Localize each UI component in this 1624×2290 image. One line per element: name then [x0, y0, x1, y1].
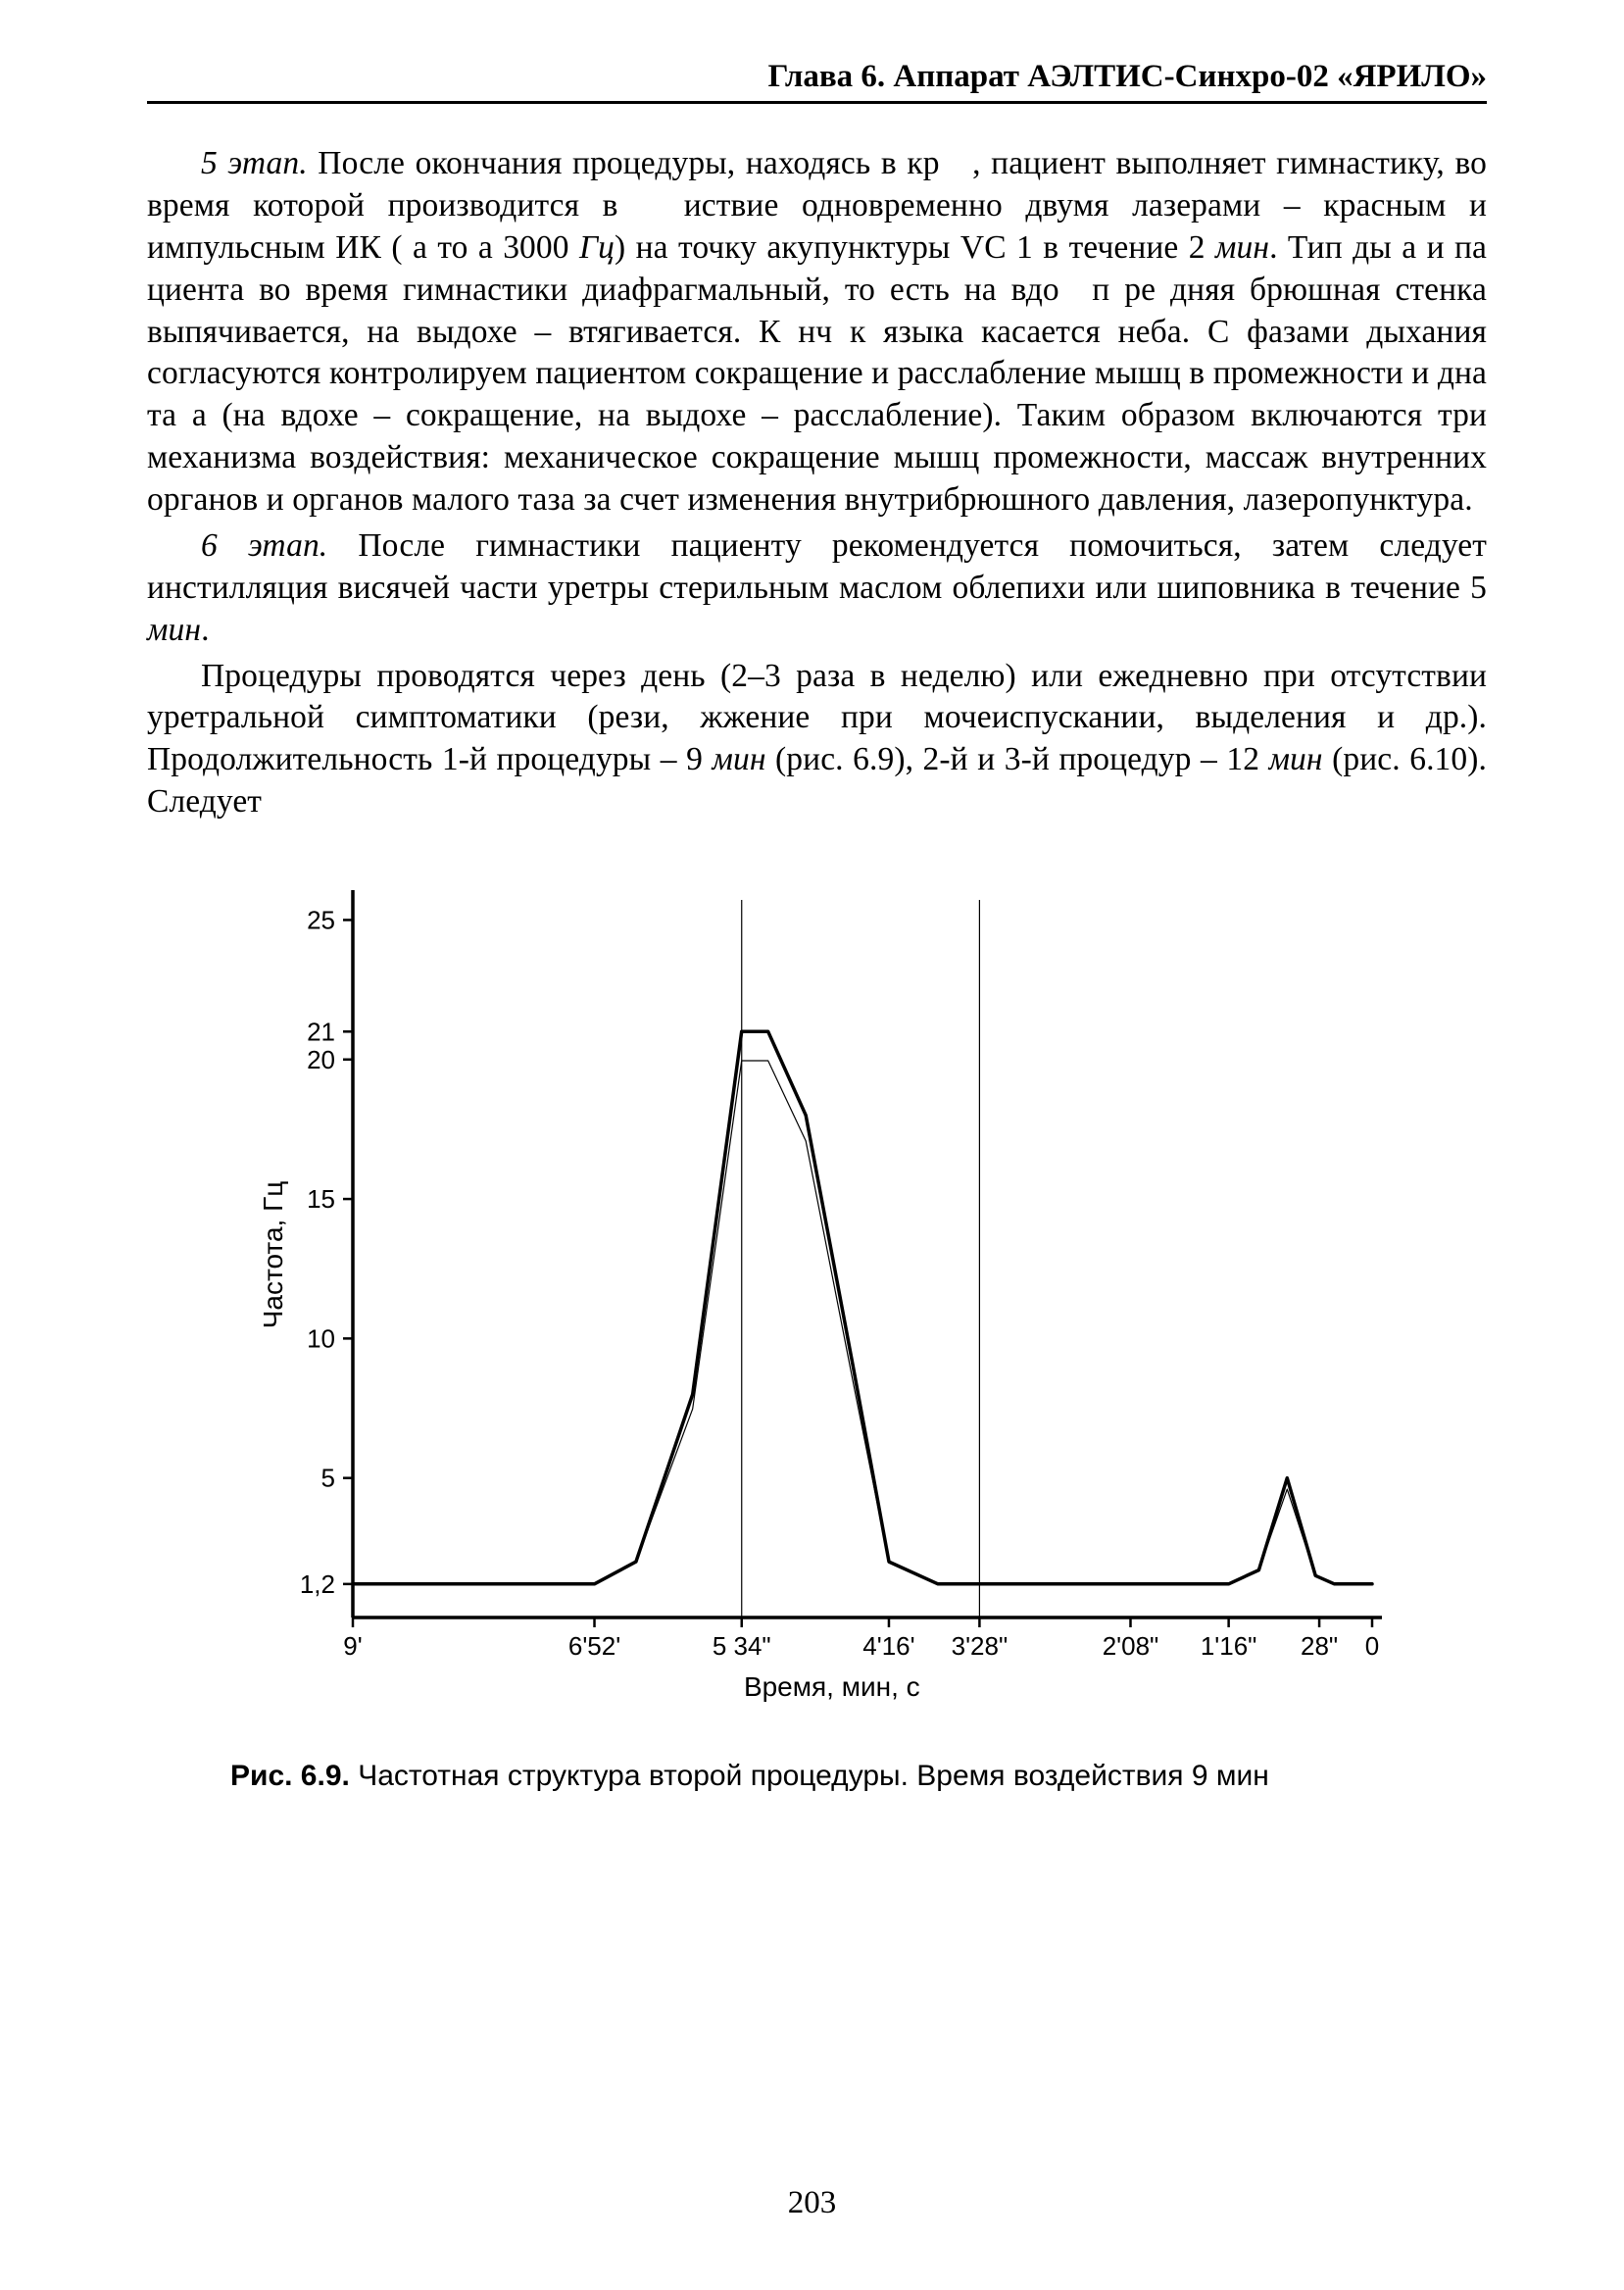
svg-text:25: 25 — [307, 905, 335, 934]
text: . — [201, 612, 209, 648]
svg-text:5: 5 — [321, 1464, 335, 1493]
svg-text:10: 10 — [307, 1323, 335, 1353]
text: . Тип ды а и па циента во время гимнасти… — [147, 229, 1487, 518]
svg-text:Время, мин, с: Время, мин, с — [744, 1671, 920, 1702]
page-number: 203 — [0, 2185, 1624, 2221]
paragraph-stage6: 6 этап. После гимнастики пациенту рекоме… — [147, 525, 1487, 652]
paragraph-stage5: 5 этап. После окончания процедуры, наход… — [147, 143, 1487, 522]
text: После гимнастики пациенту рекомендуется … — [147, 527, 1487, 606]
svg-text:4'16': 4'16' — [862, 1631, 914, 1661]
figure-6-9: 25 2120 15 10 5 1,2 9' 6'52' 5 34" 4'16' 3'28" 2'08… — [245, 872, 1421, 1793]
svg-text:20: 20 — [307, 1045, 335, 1074]
page: Глава 6. Аппарат АЭЛТИС-Синхро-02 «ЯРИЛО… — [0, 0, 1624, 2290]
unit-min: мин — [1269, 741, 1323, 777]
frequency-chart: 25 2120 15 10 5 1,2 9' 6'52' 5 34" 4'16' 3'28" 2'08… — [245, 872, 1421, 1725]
svg-text:9': 9' — [343, 1631, 362, 1661]
caption-text: Частотная структура второй процедуры. Вр… — [350, 1760, 1269, 1792]
svg-text:5 34": 5 34" — [713, 1631, 771, 1661]
unit-min: мин — [147, 612, 201, 648]
unit-min: мин — [712, 741, 765, 777]
caption-number: Рис. 6.9. — [230, 1760, 350, 1792]
paragraph-procedures: Процедуры проводятся через день (2–3 раз… — [147, 656, 1487, 824]
svg-text:1,2: 1,2 — [300, 1569, 335, 1599]
stage-label: 5 этап. — [201, 145, 308, 181]
svg-text:1'16": 1'16" — [1201, 1631, 1257, 1661]
svg-text:28": 28" — [1301, 1631, 1338, 1661]
svg-text:21: 21 — [307, 1017, 335, 1046]
text: (рис. 6.9), 2-й и 3-й процедур – 12 — [766, 741, 1269, 777]
svg-text:3'28": 3'28" — [952, 1631, 1009, 1661]
svg-text:6'52': 6'52' — [568, 1631, 620, 1661]
svg-text:0: 0 — [1365, 1631, 1379, 1661]
svg-text:15: 15 — [307, 1184, 335, 1214]
chapter-header: Глава 6. Аппарат АЭЛТИС-Синхро-02 «ЯРИЛО… — [147, 59, 1487, 104]
unit-hz: Гц — [579, 229, 615, 266]
figure-caption: Рис. 6.9. Частотная структура второй про… — [230, 1760, 1421, 1793]
stage-label: 6 этап. — [201, 527, 327, 564]
svg-text:2'08": 2'08" — [1103, 1631, 1159, 1661]
unit-min: мин — [1215, 229, 1269, 266]
text: ) на точку акупунктуры VC 1 в течение 2 — [615, 229, 1215, 266]
svg-text:Частота, Гц: Частота, Гц — [258, 1181, 288, 1329]
